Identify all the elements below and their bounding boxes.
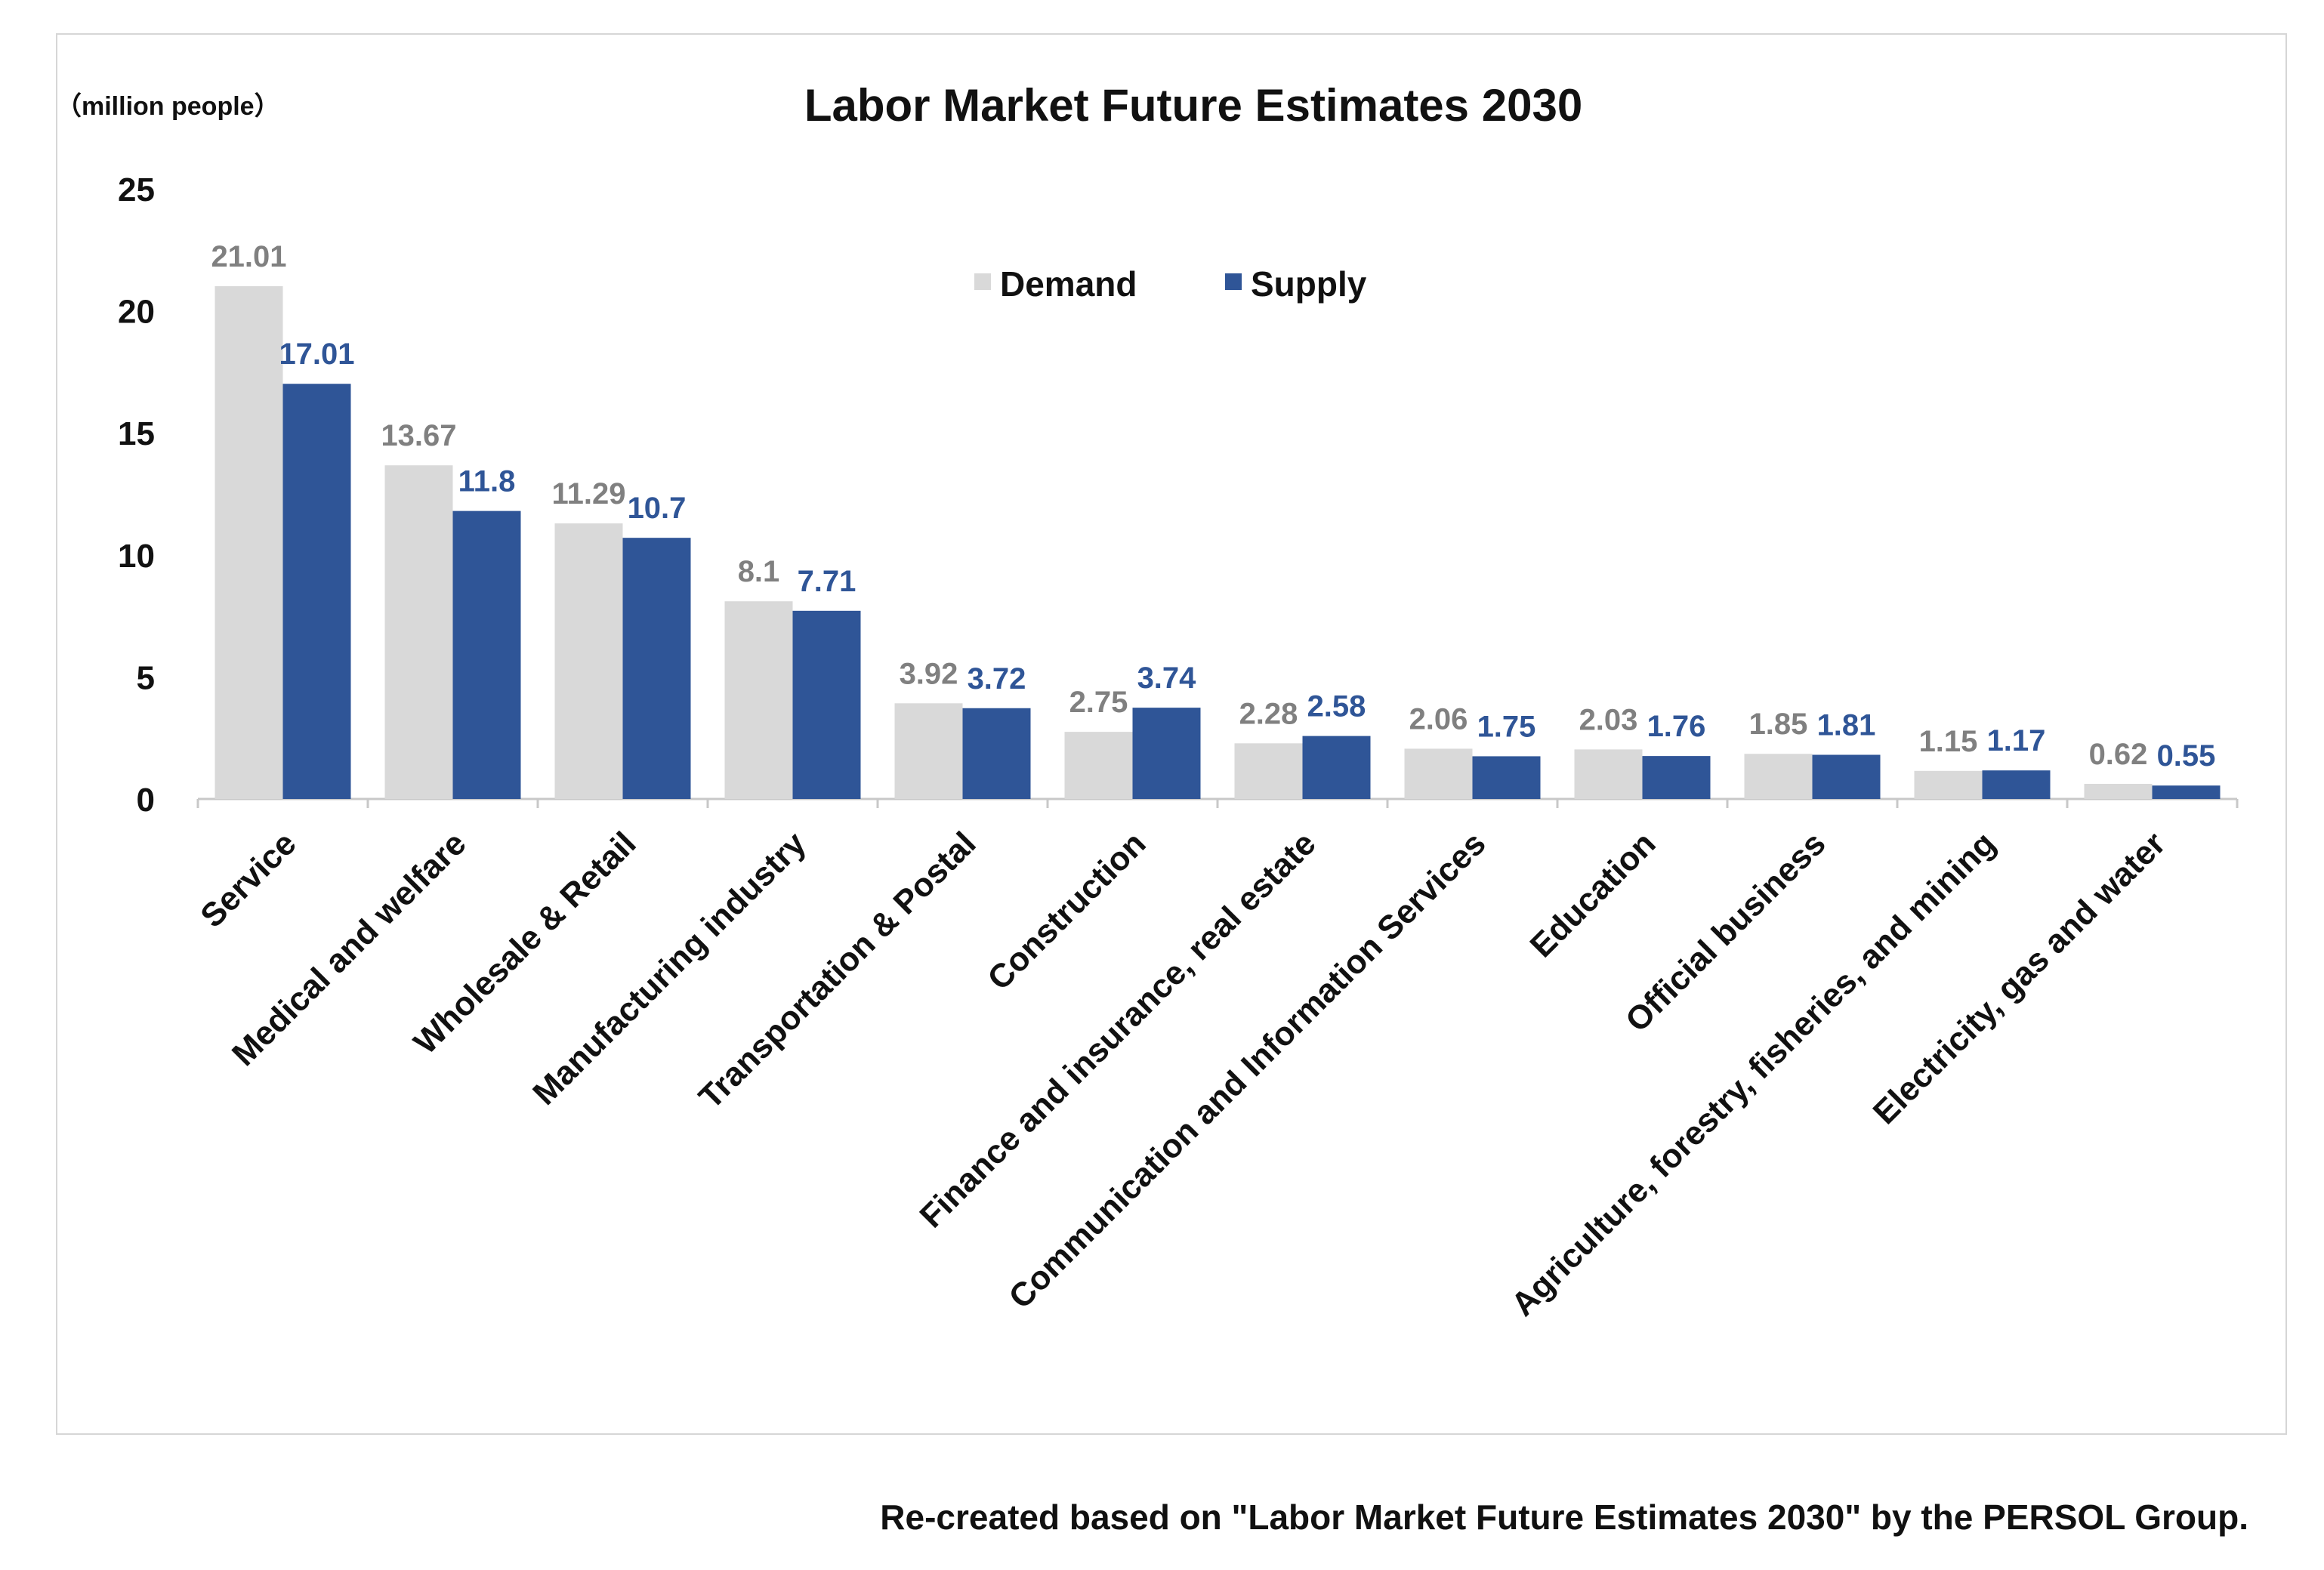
data-label-demand: 21.01 xyxy=(211,240,286,273)
x-tick-label: Manufacturing industry xyxy=(526,825,813,1112)
x-tick-label: Transportation & Postal xyxy=(692,825,983,1116)
bar-supply xyxy=(792,610,861,799)
bar-supply xyxy=(282,384,351,799)
data-label-demand: 0.62 xyxy=(2089,738,2148,771)
bar-supply xyxy=(962,708,1031,799)
data-label-demand: 8.1 xyxy=(738,555,780,588)
x-tick-label: Service xyxy=(193,825,303,934)
data-label-supply: 1.75 xyxy=(1477,710,1536,743)
bar-demand xyxy=(214,285,283,799)
y-tick-label: 20 xyxy=(118,294,155,331)
legend-label-demand: Demand xyxy=(1000,264,1137,304)
data-label-demand: 2.06 xyxy=(1409,702,1468,736)
bar-supply xyxy=(1472,756,1541,799)
data-label-demand: 2.75 xyxy=(1069,686,1128,719)
data-label-supply: 1.81 xyxy=(1817,709,1876,742)
y-tick-label: 25 xyxy=(118,171,155,208)
y-tick-label: 10 xyxy=(118,538,155,575)
bar-demand xyxy=(2084,783,2153,799)
bar-demand xyxy=(384,465,453,799)
data-label-supply: 10.7 xyxy=(628,492,687,525)
bar-demand xyxy=(894,703,963,799)
data-label-supply: 3.72 xyxy=(968,662,1026,696)
bar-demand xyxy=(1064,732,1133,799)
chart-title: Labor Market Future Estimates 2030 xyxy=(804,80,1582,131)
data-label-supply: 7.71 xyxy=(798,565,856,598)
data-label-supply: 17.01 xyxy=(279,338,354,371)
data-label-demand: 11.29 xyxy=(552,477,626,510)
bar-demand xyxy=(1914,770,1983,799)
data-label-demand: 3.92 xyxy=(900,657,958,690)
x-tick-label: Construction xyxy=(980,825,1153,997)
data-label-supply: 3.74 xyxy=(1137,662,1197,695)
bar-demand xyxy=(1744,754,1813,799)
x-tick-label: Electricity, gas and water xyxy=(1866,825,2173,1131)
bar-supply xyxy=(452,510,521,799)
legend-swatch-supply xyxy=(1225,273,1242,290)
y-tick-label: 5 xyxy=(137,659,155,696)
data-label-demand: 1.85 xyxy=(1749,708,1808,741)
bar-supply xyxy=(2152,785,2221,799)
bar-supply xyxy=(1302,736,1371,799)
bar-demand xyxy=(1574,749,1643,799)
y-tick-label: 0 xyxy=(137,782,155,819)
bar-supply xyxy=(622,538,691,799)
data-label-demand: 1.15 xyxy=(1919,725,1978,758)
data-label-supply: 0.55 xyxy=(2157,739,2216,773)
data-label-supply: 11.8 xyxy=(458,465,516,498)
data-label-supply: 2.58 xyxy=(1307,690,1366,723)
legend-swatch-demand xyxy=(974,273,991,290)
bar-demand xyxy=(554,523,623,799)
data-label-demand: 2.03 xyxy=(1579,703,1638,736)
x-tick-label: Education xyxy=(1523,825,1663,964)
bar-supply xyxy=(1132,708,1201,799)
y-unit-label: （million people） xyxy=(56,91,280,121)
bar-demand xyxy=(1234,743,1303,799)
data-label-supply: 1.17 xyxy=(1987,724,2046,757)
data-label-demand: 13.67 xyxy=(381,419,456,452)
bar-supply xyxy=(1812,754,1881,799)
data-label-demand: 2.28 xyxy=(1239,697,1298,730)
y-tick-label: 15 xyxy=(118,415,155,452)
data-label-supply: 1.76 xyxy=(1647,710,1706,743)
bar-supply xyxy=(1982,770,2051,799)
bar-supply xyxy=(1642,756,1711,799)
legend-label-supply: Supply xyxy=(1251,264,1367,304)
bar-demand xyxy=(724,601,793,799)
source-note: Re-created based on "Labor Market Future… xyxy=(880,1498,2248,1537)
bar-demand xyxy=(1404,748,1473,799)
